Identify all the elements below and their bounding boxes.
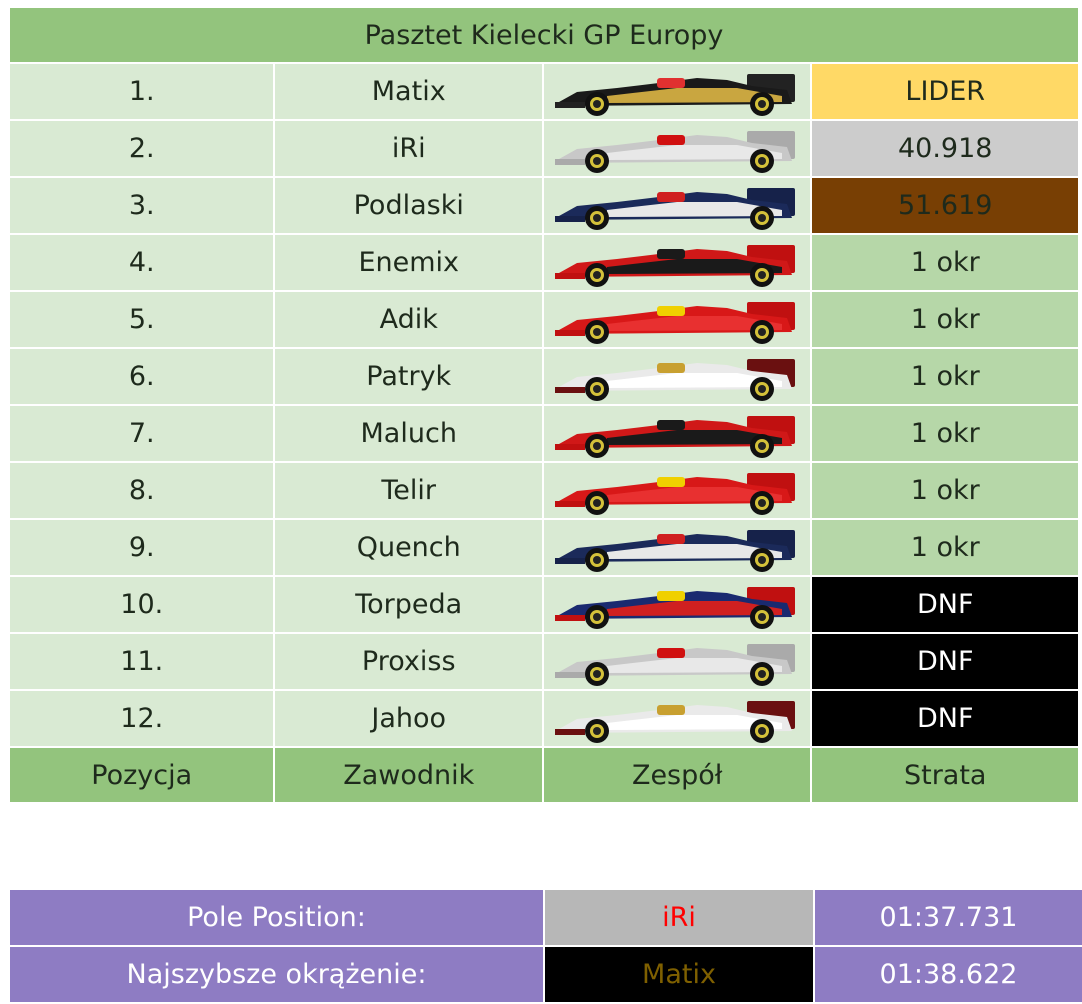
header-driver: Zawodnik: [273, 746, 544, 804]
gap-cell: 40.918: [810, 119, 1080, 178]
pole-position-driver: iRi: [543, 888, 815, 947]
header-position: Pozycja: [7, 746, 276, 804]
team-car-cell: [541, 62, 813, 121]
gap-cell: 1 okr: [810, 347, 1080, 406]
position-cell: 3.: [7, 176, 276, 235]
car-navy-red-yellow-icon: [555, 586, 796, 629]
team-car-cell: [541, 575, 813, 634]
fastest-lap-time: 01:38.622: [813, 945, 1082, 1004]
team-car-cell: [541, 632, 813, 691]
driver-cell: Proxiss: [273, 632, 544, 691]
gap-cell: 51.619: [810, 176, 1080, 235]
driver-cell: Quench: [273, 518, 544, 577]
gap-cell: 1 okr: [810, 290, 1080, 349]
driver-cell: Patryk: [273, 347, 544, 406]
gap-cell: 1 okr: [810, 518, 1080, 577]
position-cell: 7.: [7, 404, 276, 463]
gap-cell: 1 okr: [810, 461, 1080, 520]
team-car-cell: [541, 233, 813, 292]
car-red-icon: [555, 472, 796, 515]
table-row: 6. Patryk 1 okr: [7, 347, 1080, 406]
results-table: Pasztet Kielecki GP Europy 1. Matix LIDER 2…: [7, 6, 1080, 804]
position-cell: 6.: [7, 347, 276, 406]
header-team: Zespół: [541, 746, 813, 804]
car-red-black-icon: [555, 244, 796, 287]
gap-cell: DNF: [810, 632, 1080, 691]
pole-position-label: Pole Position:: [8, 888, 545, 947]
table-row: 7. Maluch 1 okr: [7, 404, 1080, 463]
driver-cell: Podlaski: [273, 176, 544, 235]
team-car-cell: [541, 404, 813, 463]
table-row: 1. Matix LIDER: [7, 62, 1080, 121]
position-cell: 10.: [7, 575, 276, 634]
car-silver-red-icon: [555, 130, 796, 173]
car-white-maroon-icon: [555, 700, 796, 743]
car-navy-white-icon: [555, 187, 796, 230]
awards-table: Pole Position: iRi 01:37.731 Najszybsze …: [8, 888, 1082, 1004]
position-cell: 4.: [7, 233, 276, 292]
fastest-lap-label: Najszybsze okrążenie:: [8, 945, 545, 1004]
team-car-cell: [541, 290, 813, 349]
gap-cell: 1 okr: [810, 404, 1080, 463]
car-silver-red-icon: [555, 643, 796, 686]
team-car-cell: [541, 689, 813, 748]
position-cell: 8.: [7, 461, 276, 520]
header-gap: Strata: [810, 746, 1080, 804]
car-navy-white-icon: [555, 529, 796, 572]
position-cell: 2.: [7, 119, 276, 178]
table-row: 8. Telir 1 okr: [7, 461, 1080, 520]
table-row: 12. Jahoo DNF: [7, 689, 1080, 748]
table-row: 3. Podlaski 51.619: [7, 176, 1080, 235]
car-red-black-icon: [555, 415, 796, 458]
driver-cell: iRi: [273, 119, 544, 178]
driver-cell: Enemix: [273, 233, 544, 292]
gap-cell: 1 okr: [810, 233, 1080, 292]
driver-cell: Jahoo: [273, 689, 544, 748]
race-title: Pasztet Kielecki GP Europy: [8, 6, 1080, 64]
team-car-cell: [541, 119, 813, 178]
table-row: 2. iRi 40.918: [7, 119, 1080, 178]
pole-position-row: Pole Position: iRi 01:37.731: [8, 888, 1082, 947]
pole-position-time: 01:37.731: [813, 888, 1082, 947]
driver-cell: Adik: [273, 290, 544, 349]
driver-cell: Telir: [273, 461, 544, 520]
gap-cell: DNF: [810, 689, 1080, 748]
table-row: 5. Adik 1 okr: [7, 290, 1080, 349]
team-car-cell: [541, 518, 813, 577]
position-cell: 12.: [7, 689, 276, 748]
driver-cell: Matix: [273, 62, 544, 121]
gap-cell: DNF: [810, 575, 1080, 634]
table-row: 10. Torpeda DNF: [7, 575, 1080, 634]
car-white-maroon-icon: [555, 358, 796, 401]
fastest-lap-driver: Matix: [543, 945, 815, 1004]
team-car-cell: [541, 176, 813, 235]
table-row: 11. Proxiss DNF: [7, 632, 1080, 691]
driver-cell: Maluch: [273, 404, 544, 463]
driver-cell: Torpeda: [273, 575, 544, 634]
position-cell: 5.: [7, 290, 276, 349]
car-red-icon: [555, 301, 796, 344]
car-black-gold-icon: [555, 73, 796, 116]
position-cell: 1.: [7, 62, 276, 121]
position-cell: 9.: [7, 518, 276, 577]
table-row: 9. Quench 1 okr: [7, 518, 1080, 577]
position-cell: 11.: [7, 632, 276, 691]
team-car-cell: [541, 347, 813, 406]
gap-cell: LIDER: [810, 62, 1080, 121]
team-car-cell: [541, 461, 813, 520]
table-row: 4. Enemix 1 okr: [7, 233, 1080, 292]
fastest-lap-row: Najszybsze okrążenie: Matix 01:38.622: [8, 945, 1082, 1004]
